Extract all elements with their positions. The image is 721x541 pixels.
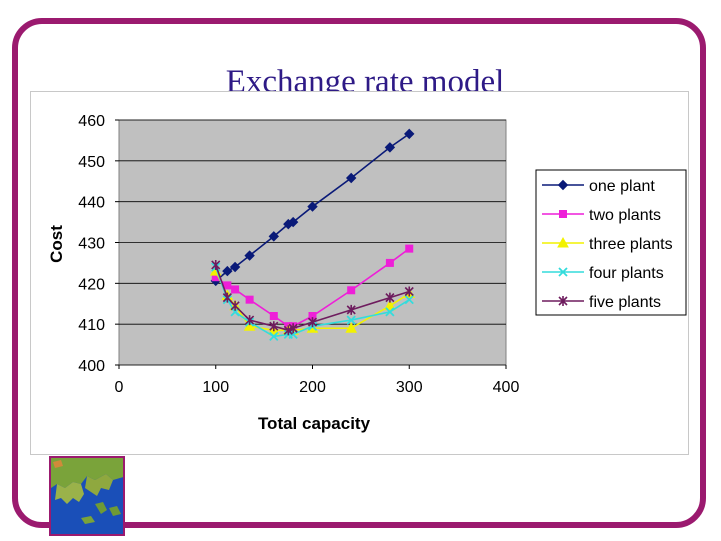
data-point — [287, 216, 299, 228]
data-point — [347, 286, 356, 295]
data-point — [269, 321, 279, 332]
data-point — [269, 331, 279, 342]
series-one-plant — [210, 128, 415, 287]
data-point — [211, 259, 221, 270]
data-point — [345, 172, 357, 184]
data-point — [404, 128, 415, 140]
data-point — [384, 299, 396, 311]
legend-swatch-marker — [558, 267, 568, 277]
data-point — [211, 273, 220, 282]
legend-item: five plants — [542, 294, 661, 311]
data-point — [283, 325, 293, 336]
legend: one plant two plants three plants four plan… — [535, 169, 687, 316]
y-tick-label: 410 — [78, 317, 105, 334]
legend-swatch-marker — [557, 236, 569, 248]
x-tick-label: 300 — [396, 379, 423, 396]
series-five-plants — [211, 259, 414, 336]
data-point — [231, 285, 240, 294]
data-point — [223, 281, 232, 290]
data-point — [385, 292, 395, 303]
data-point — [404, 295, 414, 305]
y-tick-label: 400 — [78, 358, 105, 375]
legend-swatch-marker — [559, 210, 567, 218]
data-point — [269, 312, 278, 320]
legend-item: two plants — [542, 207, 661, 224]
data-point — [245, 295, 254, 304]
map-icon — [51, 458, 123, 534]
x-tick-label: 400 — [493, 379, 520, 396]
asia-map-thumbnail — [49, 456, 125, 536]
y-tick-label: 430 — [78, 236, 105, 253]
data-point — [244, 250, 255, 261]
x-tick-label: 0 — [115, 379, 124, 396]
legend-swatch-marker — [558, 296, 568, 306]
data-point — [268, 231, 280, 242]
data-point — [346, 315, 356, 325]
data-point — [229, 261, 241, 273]
legend-item: four plants — [542, 265, 664, 282]
data-point — [230, 300, 240, 311]
y-tick-label: 460 — [78, 113, 105, 130]
x-tick-label: 200 — [299, 379, 326, 396]
legend-label: one plant — [589, 178, 655, 195]
cost-chart: 400 410 420 430 440 450 460 0 100 200 300 400 Total … — [47, 113, 687, 433]
data-point — [307, 317, 318, 328]
legend-item: one plant — [542, 178, 655, 195]
data-point — [385, 307, 395, 317]
legend-swatch-marker — [557, 179, 569, 191]
legend-label: four plants — [589, 265, 664, 282]
data-point — [384, 142, 396, 153]
legend-item: three plants — [542, 236, 673, 253]
data-point — [245, 315, 255, 326]
x-axis-label: Total capacity — [258, 414, 371, 433]
data-point — [385, 258, 394, 267]
x-tick-label: 100 — [202, 379, 229, 396]
legend-label: five plants — [589, 294, 661, 311]
data-point — [345, 322, 358, 333]
legend-label: two plants — [589, 207, 661, 224]
data-point — [308, 312, 317, 320]
y-tick-label: 440 — [78, 195, 105, 212]
y-axis-label: Cost — [47, 225, 66, 263]
y-tick-label: 420 — [78, 276, 105, 293]
data-point — [307, 201, 318, 212]
data-point — [288, 323, 298, 334]
y-tick-label: 450 — [78, 154, 105, 171]
legend-label: three plants — [589, 236, 673, 253]
data-point — [346, 304, 356, 315]
chart-panel: 400 410 420 430 440 450 460 0 100 200 300 400 Total … — [30, 91, 689, 455]
data-point — [405, 244, 414, 253]
data-point — [222, 292, 232, 303]
data-point — [404, 286, 414, 297]
data-point — [222, 265, 233, 277]
